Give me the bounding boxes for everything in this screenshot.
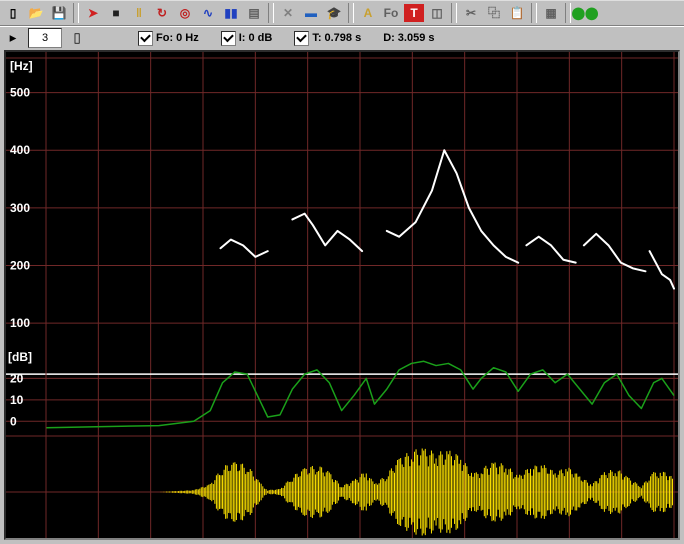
svg-text:[dB]: [dB] [8,350,32,364]
svg-text:400: 400 [10,143,30,157]
svg-text:0: 0 [10,414,17,428]
status-fields: Fo: 0 Hz I: 0 dB T: 0.798 s D: 3.059 s [138,31,435,46]
font-a-icon[interactable]: A [357,3,379,23]
stop-icon[interactable]: ■ [105,3,127,23]
record-icon[interactable]: ➤ [82,3,104,23]
copy-icon[interactable]: ⿻ [483,3,505,23]
wave-icon[interactable]: ∿ [197,3,219,23]
time-readout-checkbox[interactable] [294,31,309,46]
cut-icon[interactable]: ✂ [460,3,482,23]
analysis-svg: [Hz]100200300400500[dB]01020 [6,52,678,538]
toolbar-separator [73,3,79,23]
book-icon[interactable]: ▬ [300,3,322,23]
paste-icon[interactable]: 📋 [506,3,528,23]
time-readout: T: 0.798 s [294,31,361,46]
intensity-readout-label: I: [239,32,246,44]
duration-readout: D: 3.059 s [383,31,434,46]
svg-text:10: 10 [10,393,24,407]
fo-readout-label: Fo: [156,32,173,44]
toolbar-separator [348,3,354,23]
intensity-readout-checkbox[interactable] [221,31,236,46]
spectrum-icon[interactable]: ▤ [243,3,265,23]
save-icon[interactable]: 💾 [48,3,70,23]
grid-icon[interactable]: ▦ [540,3,562,23]
svg-text:[Hz]: [Hz] [10,59,33,73]
hat-icon[interactable]: 🎓 [323,3,345,23]
new-icon[interactable]: ▯ [2,3,24,23]
main-toolbar: ▯📂💾 ➤■‖↻◎∿▮▮▤ ✕▬🎓 AFoT◫ ✂⿻📋 ▦ ⬤⬤ [0,0,684,26]
toolbar-separator [268,3,274,23]
svg-text:300: 300 [10,201,30,215]
plot-area: [Hz]100200300400500[dB]01020 [4,50,680,540]
duration-readout-value: 3.059 s [398,32,435,44]
duration-readout-label: D: [383,32,395,44]
palette-icon[interactable]: ⬤⬤ [574,3,596,23]
arrow-button[interactable]: ▸ [4,29,22,47]
svg-text:500: 500 [10,86,30,100]
fo-icon[interactable]: Fo [380,3,402,23]
tools-icon[interactable]: ✕ [277,3,299,23]
fo-readout-value: 0 Hz [176,32,199,44]
svg-text:200: 200 [10,259,30,273]
intensity-readout-value: 0 dB [248,32,272,44]
chart-icon[interactable]: ◫ [426,3,448,23]
toolbar-separator [565,3,571,23]
bars-icon[interactable]: ▮▮ [220,3,242,23]
open-icon[interactable]: 📂 [25,3,47,23]
time-readout-value: 0.798 s [324,32,361,44]
text-t-icon[interactable]: T [403,3,425,23]
fo-readout: Fo: 0 Hz [138,31,199,46]
toolbar-separator [451,3,457,23]
status-bar: ▸ ▯ Fo: 0 Hz I: 0 dB T: 0.798 s D: 3.059 s [0,26,684,49]
svg-text:100: 100 [10,316,30,330]
target-icon[interactable]: ◎ [174,3,196,23]
pause-icon[interactable]: ‖ [128,3,150,23]
extra-button[interactable]: ▯ [68,29,86,47]
intensity-readout: I: 0 dB [221,31,273,46]
app-window: ▯📂💾➤■‖↻◎∿▮▮▤✕▬🎓AFoT◫✂⿻📋▦⬤⬤ ▸ ▯ Fo: 0 HzI… [0,0,684,544]
numeric-field[interactable] [28,28,62,48]
fo-readout-checkbox[interactable] [138,31,153,46]
loop-icon[interactable]: ↻ [151,3,173,23]
time-readout-label: T: [312,32,321,44]
toolbar-separator [531,3,537,23]
